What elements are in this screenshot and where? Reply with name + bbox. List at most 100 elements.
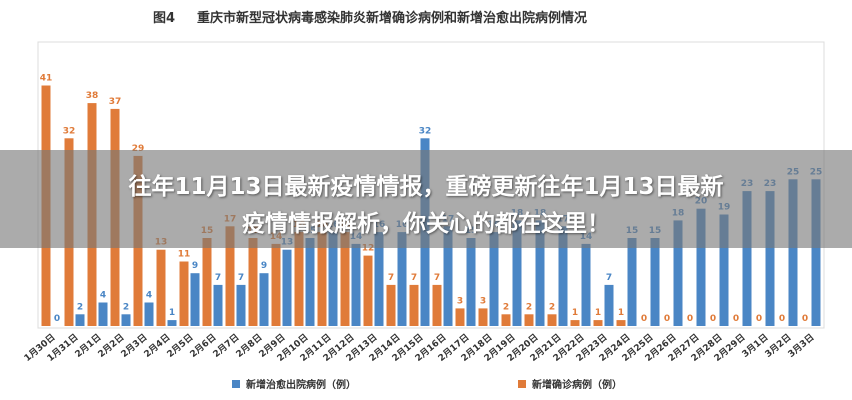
recovered-bar-19 xyxy=(466,238,476,326)
figure-number: 图4 xyxy=(153,11,175,26)
confirmed-value-label-30: 0 xyxy=(710,314,716,324)
recovered-bar-6 xyxy=(167,320,177,326)
recovered-bar-25 xyxy=(604,284,614,326)
recovered-value-label-1: 0 xyxy=(54,314,60,324)
confirmed-value-label-31: 0 xyxy=(733,314,739,324)
confirmed-bar-17 xyxy=(409,284,419,326)
recovered-bar-4 xyxy=(121,314,131,326)
recovered-value-label-9: 7 xyxy=(238,273,244,283)
confirmed-value-label-4: 37 xyxy=(109,97,122,107)
recovered-bar-8 xyxy=(213,284,223,326)
confirmed-bar-7 xyxy=(179,261,189,326)
confirmed-value-label-28: 0 xyxy=(664,314,670,324)
recovered-bar-9 xyxy=(236,284,246,326)
recovered-bar-27 xyxy=(650,238,660,326)
confirmed-value-label-17: 7 xyxy=(411,273,417,283)
legend-swatch-confirmed xyxy=(518,380,526,388)
recovered-value-label-17: 32 xyxy=(419,126,432,136)
confirmed-bar-8 xyxy=(202,238,212,326)
confirmed-value-label-33: 0 xyxy=(779,314,785,324)
confirmed-value-label-18: 7 xyxy=(434,273,440,283)
confirmed-value-label-24: 1 xyxy=(572,308,578,318)
confirmed-bar-24 xyxy=(570,320,580,326)
confirmed-bar-13 xyxy=(317,232,327,326)
confirmed-bar-6 xyxy=(156,249,166,326)
recovered-bar-32 xyxy=(765,191,775,326)
recovered-bar-30 xyxy=(719,214,729,326)
recovered-value-label-2: 2 xyxy=(77,302,83,312)
confirmed-value-label-26: 1 xyxy=(618,308,624,318)
recovered-bar-22 xyxy=(535,220,545,326)
recovered-bar-21 xyxy=(512,220,522,326)
recovered-bar-7 xyxy=(190,273,200,326)
confirmed-bar-19 xyxy=(455,308,465,326)
recovered-bar-12 xyxy=(305,238,315,326)
chart-title: 重庆市新型冠状病毒感染肺炎新增确诊病例和新增治愈出院病例情况 xyxy=(197,10,587,26)
recovered-value-label-3: 4 xyxy=(100,291,106,301)
x-tick-label-34: 3月3日 xyxy=(786,332,816,360)
recovered-value-label-25: 7 xyxy=(606,273,612,283)
legend-label-recovered: 新增治愈出院病例（例） xyxy=(246,378,356,391)
recovered-bar-26 xyxy=(627,238,637,326)
confirmed-bar-9 xyxy=(225,226,235,326)
recovered-bar-11 xyxy=(282,249,292,326)
recovered-bar-31 xyxy=(742,191,752,326)
confirmed-bar-23 xyxy=(547,314,557,326)
confirmed-bar-14 xyxy=(340,232,350,326)
recovered-value-label-5: 4 xyxy=(146,291,152,301)
confirmed-value-label-34: 0 xyxy=(802,314,808,324)
legend-label-confirmed: 新增确诊病例（例） xyxy=(532,378,622,391)
confirmed-bar-12 xyxy=(294,232,304,326)
recovered-bar-18 xyxy=(443,226,453,326)
confirmed-bar-18 xyxy=(432,284,442,326)
chart-title-group: 图4 重庆市新型冠状病毒感染肺炎新增确诊病例和新增治愈出院病例情况 xyxy=(153,10,587,26)
legend: 新增治愈出院病例（例） 新增确诊病例（例） xyxy=(232,378,622,391)
recovered-bar-14 xyxy=(351,243,361,326)
recovered-bar-28 xyxy=(673,220,683,326)
confirmed-value-label-32: 0 xyxy=(756,314,762,324)
recovered-bar-5 xyxy=(144,302,154,326)
confirmed-bar-15 xyxy=(363,255,373,326)
confirmed-value-label-16: 7 xyxy=(388,273,394,283)
confirmed-bar-20 xyxy=(478,308,488,326)
confirmed-bar-16 xyxy=(386,284,396,326)
overlay-banner xyxy=(0,150,852,248)
confirmed-value-label-23: 2 xyxy=(549,302,555,312)
recovered-value-label-4: 2 xyxy=(123,302,129,312)
recovered-bar-33 xyxy=(788,179,798,326)
recovered-value-label-8: 7 xyxy=(215,273,221,283)
banner-headline-line1: 往年11月13日最新疫情情报，重磅更新往年1月13日最新 xyxy=(128,174,724,200)
recovered-bar-13 xyxy=(328,232,338,326)
confirmed-value-label-20: 3 xyxy=(480,296,486,306)
confirmed-value-label-3: 38 xyxy=(86,91,99,101)
confirmed-bar-11 xyxy=(271,243,281,326)
recovered-bar-29 xyxy=(696,208,706,326)
confirmed-value-label-25: 1 xyxy=(595,308,601,318)
recovered-value-label-6: 1 xyxy=(169,308,175,318)
recovered-bar-15 xyxy=(374,232,384,326)
confirmed-value-label-1: 41 xyxy=(40,74,53,84)
confirmed-value-label-27: 0 xyxy=(641,314,647,324)
recovered-bar-2 xyxy=(75,314,85,326)
confirmed-bar-26 xyxy=(616,320,626,326)
confirmed-value-label-21: 2 xyxy=(503,302,509,312)
recovered-bar-23 xyxy=(558,226,568,326)
confirmed-value-label-19: 3 xyxy=(457,296,463,306)
confirmed-bar-22 xyxy=(524,314,534,326)
banner-headline-line2: 疫情情报解析，你关心的都在这里！ xyxy=(242,211,610,237)
recovered-bar-3 xyxy=(98,302,108,326)
recovered-bar-34 xyxy=(811,179,821,326)
confirmed-bar-25 xyxy=(593,320,603,326)
recovered-bar-16 xyxy=(397,232,407,326)
recovered-bar-10 xyxy=(259,273,269,326)
recovered-value-label-7: 9 xyxy=(192,261,198,271)
confirmed-value-label-22: 2 xyxy=(526,302,532,312)
confirmed-value-label-5: 29 xyxy=(132,144,145,154)
recovered-bar-24 xyxy=(581,243,591,326)
confirmed-value-label-15: 12 xyxy=(362,244,375,254)
confirmed-value-label-2: 32 xyxy=(63,126,76,136)
recovered-bar-20 xyxy=(489,232,499,326)
recovered-value-label-10: 9 xyxy=(261,261,267,271)
confirmed-bar-21 xyxy=(501,314,511,326)
confirmed-value-label-7: 11 xyxy=(178,250,191,260)
